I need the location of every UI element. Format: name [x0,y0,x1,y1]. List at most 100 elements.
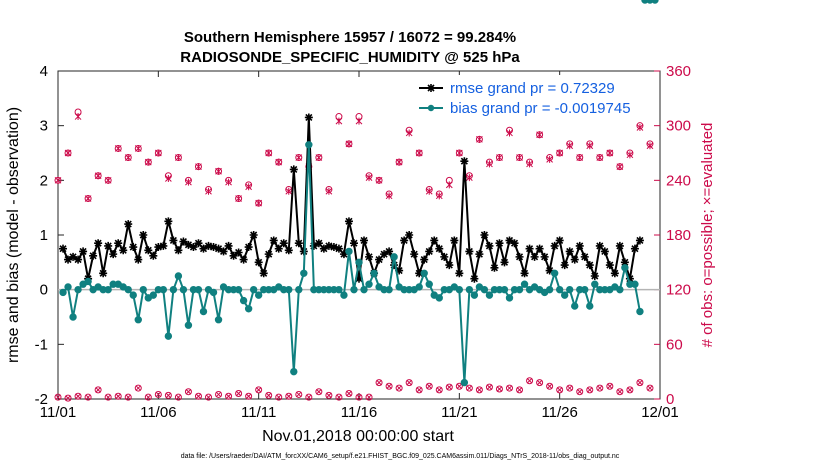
bias-point [416,284,422,290]
y-tick-label: -2 [35,391,48,408]
rmse-point [360,236,368,244]
rmse-point [571,256,579,264]
data-file-footnote: data file: /Users/raeder/DAI/ATM_forcXX/… [181,453,620,460]
rmse-point [611,269,619,277]
rmse-point [440,253,448,261]
rmse-point [270,236,278,244]
rmse-point [435,245,443,253]
rmse-point [114,239,122,247]
bias-point [632,281,638,287]
chart-title: Southern Hemisphere 15957 / 16072 = 99.2… [184,29,516,46]
rmse-point [586,261,594,269]
rmse-point [305,113,313,121]
bias-point [255,292,261,298]
rmse-point [89,252,97,260]
y-tick-label: 0 [40,282,48,299]
bias-point [556,286,562,292]
bias-point [582,286,588,292]
rmse-point [265,250,273,258]
bias-point [501,286,507,292]
bias-point [561,292,567,298]
rmse-point [405,231,413,239]
bias-point [70,314,76,320]
rmse-point [109,250,117,258]
bias-point [592,281,598,287]
x-tick-label: 11/16 [341,404,377,421]
bias-point [130,292,136,298]
bias-point [421,270,427,276]
bias-point [567,286,573,292]
bias-point [516,286,522,292]
bias-point [551,270,557,276]
rmse-point [74,256,82,264]
bias-point [622,265,628,271]
figure: Southern Hemisphere 15957 / 16072 = 99.2… [0,0,830,470]
rmse-point [149,252,157,260]
y-tick-label: 3 [40,118,48,135]
y-tick-label: 4 [40,63,48,80]
rmse-point [420,256,428,264]
rmse-point [260,269,268,277]
rmse-point [516,253,524,261]
rmse-point [636,236,644,244]
bias-point [105,286,111,292]
rmse-point [94,239,102,247]
bias-point [336,286,342,292]
y2-tick-label: 180 [666,227,691,244]
y-tick-label: -1 [35,336,48,353]
x-axis-label: Nov.01,2018 00:00:00 start [262,428,454,445]
bias-point [125,286,131,292]
rmse-point [480,231,488,239]
rmse-point [104,242,112,250]
rmse-point [455,269,463,277]
bias-point [170,286,176,292]
bias-point [195,286,201,292]
legend-rmse-label: rmse grand pr = 0.72329 [450,80,615,97]
rmse-point [485,242,493,250]
bias-point [235,286,241,292]
y-tick-label: 1 [40,227,48,244]
rmse-point [606,261,614,269]
rmse-point [445,261,453,269]
bias-point [436,295,442,301]
rmse-point [500,258,508,266]
rmse-point [235,248,243,256]
bias-point [652,0,658,3]
rmse-point [536,245,544,253]
bias-point [471,292,477,298]
rmse-point [255,258,263,266]
rmse-point [285,246,293,254]
bias-point [135,317,141,323]
chart-subtitle: RADIOSONDE_SPECIFIC_HUMIDITY @ 525 hPa [180,49,520,66]
bias-point [215,317,221,323]
bias-point [351,286,357,292]
bias-point [85,278,91,284]
bias-point [301,270,307,276]
bias-point [180,286,186,292]
rmse-point [225,242,233,250]
rmse-point [495,239,503,247]
rmse-point [169,236,177,244]
rmse-point [460,157,468,165]
bias-point [386,286,392,292]
y2-tick-label: 360 [666,63,691,80]
rmse-point [616,242,624,250]
y-axis-label: rmse and bias (model - observation) [5,107,22,363]
rmse-point [556,236,564,244]
x-tick-label: 11/06 [140,404,176,421]
rmse-point [129,243,137,251]
bias-point [371,270,377,276]
bias-point [296,286,302,292]
rmse-point [290,165,298,173]
rmse-point [174,246,182,254]
bias-point [75,286,81,292]
bias-point [245,306,251,312]
rmse-point [475,250,483,258]
bias-point [366,281,372,287]
rmse-point [566,247,574,255]
bias-point [160,286,166,292]
x-tick-label: 11/11 [241,404,276,421]
rmse-point [295,239,303,247]
rmse-point [450,236,458,244]
rmse-point [490,264,498,272]
